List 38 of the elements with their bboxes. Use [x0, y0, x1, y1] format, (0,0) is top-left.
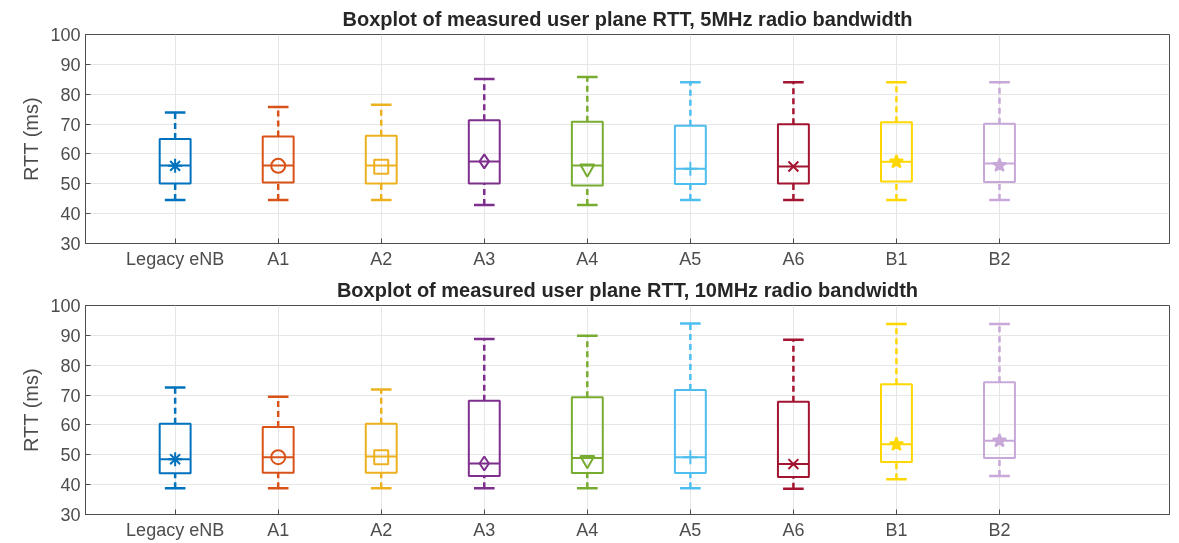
chart-title: Boxplot of measured user plane RTT, 5MHz radio bandwidth: [342, 7, 913, 30]
y-tick-label: 80: [60, 355, 81, 376]
chart-title: Boxplot of measured user plane RTT, 10MHz radio bandwidth: [336, 278, 919, 301]
y-tick-label: 40: [60, 204, 81, 225]
y-axis-title: RTT (ms): [20, 97, 43, 182]
y-axis-title: RTT (ms): [20, 368, 43, 453]
y-tick-label: 70: [60, 385, 81, 406]
y-tick-label: 100: [50, 296, 81, 316]
y-tick-label: 60: [60, 415, 81, 436]
y-tick-label: 90: [60, 54, 81, 75]
x-tick-label: A2: [370, 248, 393, 269]
x-tick-label: B1: [885, 519, 908, 540]
y-tick-label: 30: [60, 234, 81, 254]
x-tick-label: A1: [267, 519, 290, 540]
x-tick-label: A3: [473, 248, 496, 269]
x-tick-label: A1: [267, 248, 290, 269]
x-tick-label: A6: [782, 248, 805, 269]
x-tick-label: Legacy eNB: [126, 519, 225, 540]
x-tick-label: A2: [370, 519, 393, 540]
y-tick-label: 40: [60, 475, 81, 496]
y-tick-label: 60: [60, 144, 81, 165]
x-tick-label: A4: [576, 519, 599, 540]
y-tick-label: 70: [60, 114, 81, 135]
x-tick-label: A6: [782, 519, 805, 540]
x-tick-label: B2: [988, 248, 1011, 269]
x-tick-label: B1: [885, 248, 908, 269]
x-tick-label: B2: [988, 519, 1011, 540]
y-tick-label: 50: [60, 445, 81, 466]
y-tick-label: 80: [60, 84, 81, 105]
x-tick-label: A5: [679, 519, 702, 540]
y-tick-label: 100: [50, 25, 81, 45]
x-tick-label: Legacy eNB: [126, 248, 225, 269]
y-tick-label: 30: [60, 505, 81, 525]
x-tick-label: A4: [576, 248, 599, 269]
x-tick-label: A5: [679, 248, 702, 269]
x-tick-label: A3: [473, 519, 496, 540]
y-tick-label: 50: [60, 174, 81, 195]
y-tick-label: 90: [60, 325, 81, 346]
